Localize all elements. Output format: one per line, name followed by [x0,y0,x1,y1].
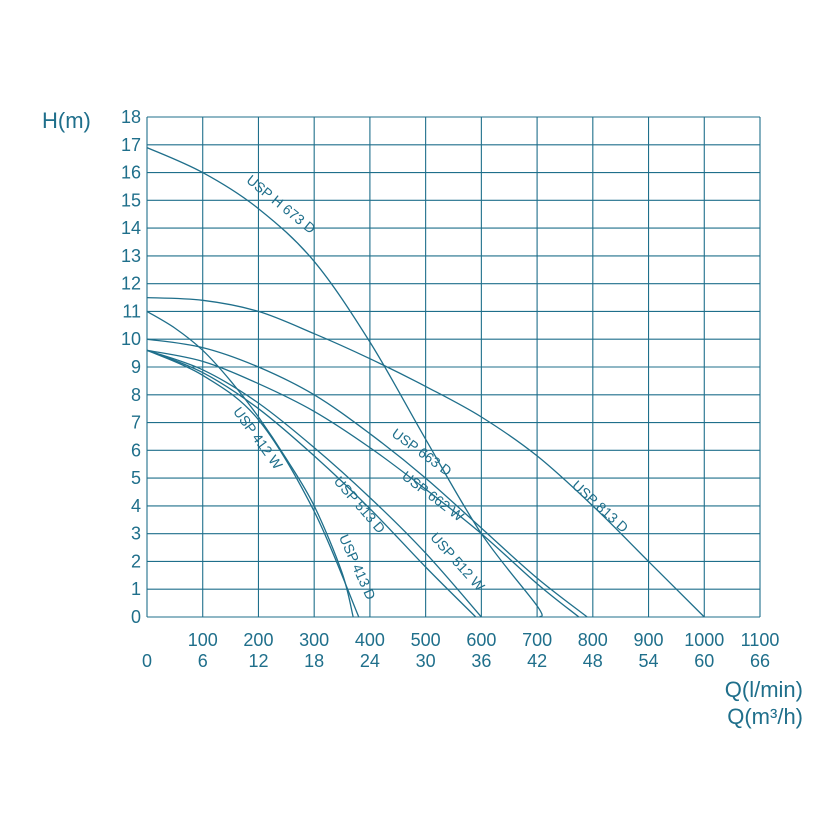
curve-usp-662-w [146,349,580,618]
y-tick-label: 6 [131,440,141,460]
x-tick-labels-m3h: 6 12 18 24 30 36 42 48 54 60 66 [198,651,770,671]
x-tick-label-m3h: 42 [527,651,547,671]
x-tick-labels-lmin: 0 100 200 300 400 500 600 700 800 900 1000 1100 [142,630,779,671]
curve-label: USP 513 D [331,473,389,536]
curve-usp-h-673-d [146,147,543,618]
curve-label: USP H 673 D [244,172,319,237]
y-tick-label: 13 [121,246,141,266]
x-tick-label-m3h: 66 [750,651,770,671]
x-tick-label-lmin: 600 [466,630,496,650]
x-tick-label-lmin: 1100 [741,630,780,650]
x-tick-label-lmin: 300 [299,630,329,650]
x-axis-title-m3h: Q(m³/h) [727,704,803,729]
x-tick-label-lmin: 700 [522,630,552,650]
curve-usp-813-d [146,296,705,618]
x-tick-label-m3h: 6 [198,651,208,671]
x-tick-label-lmin: 100 [188,630,218,650]
y-axis-title: H(m) [42,108,91,133]
x-tick-label-m3h: 48 [583,651,603,671]
y-tick-label: 18 [121,107,141,127]
x-tick-label-m3h: 36 [471,651,491,671]
x-tick-label-lmin: 0 [142,651,152,671]
x-tick-label-lmin: 900 [634,630,664,650]
curve-usp-512-w [146,349,482,618]
x-tick-label-lmin: 500 [411,630,441,650]
grid [146,116,761,618]
x-tick-label-lmin: 1000 [684,630,724,650]
x-tick-label-m3h: 24 [360,651,380,671]
x-tick-label-m3h: 12 [248,651,268,671]
x-tick-label-lmin: 400 [355,630,385,650]
x-tick-label-m3h: 54 [639,651,659,671]
y-tick-label: 4 [131,496,141,516]
y-tick-label: 5 [131,468,141,488]
y-tick-label: 16 [121,163,141,183]
x-tick-label-lmin: 200 [243,630,273,650]
x-tick-label-m3h: 18 [304,651,324,671]
y-tick-label: 17 [121,135,141,155]
y-tick-label: 3 [131,524,141,544]
y-tick-label: 8 [131,385,141,405]
y-tick-label: 9 [131,357,141,377]
x-tick-label-m3h: 60 [694,651,714,671]
y-tick-label: 11 [122,301,141,321]
curve-usp-663-d [146,338,588,618]
y-tick-label: 7 [131,413,141,433]
y-tick-label: 14 [121,218,141,238]
y-tick-label: 2 [131,551,141,571]
curve-usp-412-w [146,349,360,618]
y-tick-label: 0 [131,607,141,627]
x-axis-title-lmin: Q(l/min) [725,677,803,702]
y-tick-label: 15 [121,190,141,210]
curves [146,147,705,618]
y-tick-label: 12 [121,274,141,294]
y-tick-label: 10 [121,329,141,349]
y-tick-label: 1 [131,579,141,599]
x-tick-label-m3h: 30 [416,651,436,671]
x-tick-label-lmin: 800 [578,630,608,650]
curve-usp-513-d [146,349,477,618]
curve-usp-413-d [146,310,354,618]
curve-label: USP 413 D [336,532,379,602]
curve-label: USP 662 W [399,468,467,525]
